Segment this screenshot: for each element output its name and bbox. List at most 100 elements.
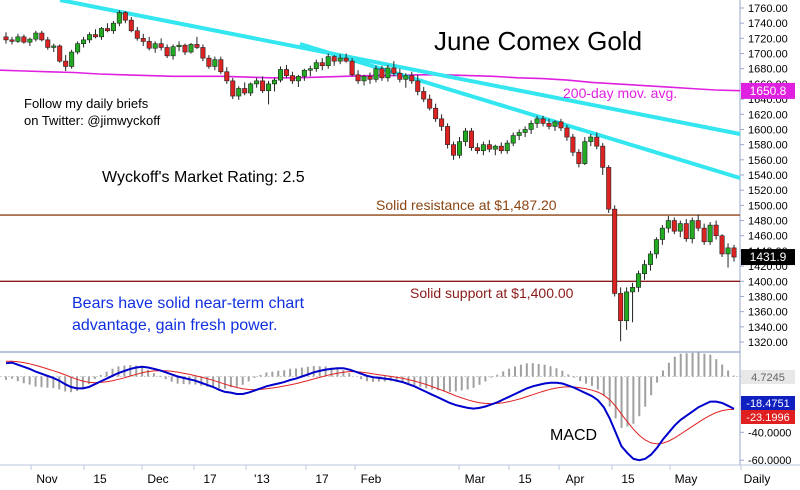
candle: [528, 120, 534, 135]
candle: [665, 215, 671, 233]
candle: [641, 260, 647, 280]
candle-body: [87, 34, 93, 41]
price-tick-label: 1760.00: [748, 3, 788, 15]
candle-body: [39, 32, 45, 41]
candle: [134, 26, 140, 41]
candle-body: [576, 151, 582, 164]
candle: [468, 127, 474, 151]
candle-body: [272, 79, 278, 85]
x-tick-label: Mar: [465, 472, 486, 486]
x-tick-label: Dec: [147, 472, 168, 486]
candle-body: [331, 56, 337, 62]
candle: [683, 219, 689, 242]
candle: [731, 244, 737, 262]
candle: [337, 54, 343, 65]
candle: [242, 82, 248, 96]
price-tick-label: 1540.00: [748, 170, 788, 182]
candle: [206, 55, 212, 69]
candle: [445, 123, 451, 149]
candle: [576, 149, 582, 168]
candle-body: [713, 224, 719, 237]
candle: [331, 55, 337, 66]
macd-tick-label: -40.0000: [748, 427, 791, 439]
candle: [122, 11, 128, 24]
last-price-tag-label: 1431.9: [750, 250, 787, 264]
candle: [27, 37, 33, 46]
candle-body: [230, 80, 236, 97]
candle-body: [725, 247, 731, 255]
candle: [659, 225, 665, 245]
candle-body: [224, 71, 230, 82]
candle-body: [379, 68, 385, 79]
candle: [462, 127, 468, 147]
candle-body: [313, 62, 319, 70]
candle-body: [242, 88, 248, 94]
candle-body: [289, 75, 295, 82]
candle: [146, 36, 152, 51]
candle-body: [641, 264, 647, 274]
candle-body: [719, 235, 725, 255]
candle-body: [9, 39, 15, 42]
candle-body: [468, 130, 474, 148]
price-tick-label: 1720.00: [748, 33, 788, 45]
x-tick-label: Daily: [744, 472, 771, 486]
candle-body: [33, 32, 39, 40]
candle-body: [636, 273, 642, 288]
price-tick-label: 1560.00: [748, 155, 788, 167]
candle-body: [337, 57, 343, 62]
candle: [39, 30, 45, 42]
candle-body: [248, 83, 254, 94]
macd-histogram: [5, 352, 735, 428]
candle: [236, 86, 242, 100]
candlestick-series: [3, 10, 737, 342]
candle-body: [552, 121, 558, 127]
candle-body: [98, 28, 104, 38]
macd-value-tag: [741, 410, 795, 424]
candle: [498, 142, 504, 154]
candle-body: [665, 220, 671, 229]
candle: [283, 64, 289, 78]
candle: [647, 250, 653, 271]
candle: [98, 26, 104, 40]
candle: [457, 137, 463, 159]
price-tick-label: 1700.00: [748, 49, 788, 61]
candle-body: [433, 107, 439, 120]
histogram-value-tag: [741, 370, 795, 384]
candle: [516, 129, 522, 141]
price-panel: 1320.001340.001360.001380.001400.001420.…: [0, 0, 795, 465]
candle-body: [624, 291, 630, 322]
candle-body: [451, 144, 457, 156]
candle-body: [558, 121, 564, 129]
x-axis: Nov 15 Dec 17 '13 17 Feb Mar 15 Apr 15 May Daily: [0, 464, 800, 486]
candle: [140, 33, 146, 46]
candle: [116, 10, 122, 27]
x-tick-label: 15: [518, 472, 532, 486]
candle: [701, 223, 707, 245]
candle: [69, 49, 75, 69]
candle-body: [415, 80, 421, 92]
candle: [289, 71, 295, 84]
candle: [409, 71, 415, 84]
candle-body: [409, 75, 415, 82]
candle: [51, 43, 57, 53]
candle-body: [367, 76, 373, 80]
ma200-label: 200-day mov. avg.: [563, 85, 677, 101]
candle: [415, 74, 421, 96]
signal-value-label: -18.4751: [746, 398, 789, 410]
candle: [713, 220, 719, 240]
candle-body: [116, 12, 122, 24]
candle: [349, 58, 355, 77]
candle-body: [260, 80, 266, 92]
price-tick-label: 1320.00: [748, 337, 788, 349]
candle: [379, 65, 385, 81]
last-price-tag: [741, 249, 795, 266]
ma200-price-tag-label: 1650.8: [750, 84, 787, 98]
candle: [558, 118, 564, 131]
candle-body: [152, 43, 158, 49]
candle-body: [516, 132, 522, 136]
candle: [93, 29, 99, 39]
candle-body: [480, 144, 486, 152]
candle: [230, 77, 236, 100]
candle-body: [528, 123, 534, 130]
candle-body: [361, 76, 367, 82]
